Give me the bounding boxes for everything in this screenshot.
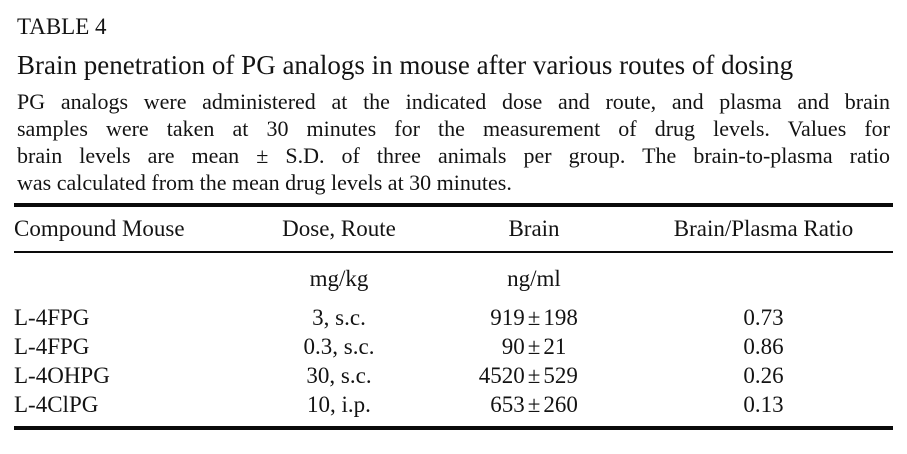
brain-sd: 198 bbox=[543, 305, 578, 330]
caption-line: PG analogs were administered at the indi… bbox=[17, 89, 890, 114]
table-caption: PG analogs were administered at the indi… bbox=[17, 88, 890, 196]
brain-mean: 90 bbox=[501, 334, 525, 359]
brain-mean: 653 bbox=[490, 392, 525, 417]
cell-brain-value: 90 ±21 bbox=[434, 332, 634, 361]
paper-table-page: TABLE 4 Brain penetration of PG analogs … bbox=[14, 14, 893, 430]
cell-brain-value: 4520 ±529 bbox=[434, 361, 634, 390]
units-brain: ng/ml bbox=[507, 266, 561, 291]
cell-ratio: 0.86 bbox=[743, 334, 784, 359]
cell-brain-value: 919 ±198 bbox=[434, 303, 634, 332]
data-table: Compound Mouse Dose, Route Brain Brain/P… bbox=[14, 203, 893, 430]
units-compound-empty bbox=[14, 252, 244, 303]
table-title: Brain penetration of PG analogs in mouse… bbox=[17, 50, 794, 80]
brain-sd: 21 bbox=[543, 334, 567, 359]
cell-brain-value: 653 ±260 bbox=[434, 390, 634, 428]
caption-line: samples were taken at 30 minutes for the… bbox=[17, 116, 890, 141]
cell-compound: L-4FPG bbox=[14, 305, 90, 330]
units-dose: mg/kg bbox=[309, 266, 369, 291]
cell-dose-route: 10, i.p. bbox=[307, 392, 371, 417]
brain-sd: 260 bbox=[543, 392, 578, 417]
table-row: L-4ClPG 10, i.p. 653 ±260 0.13 bbox=[14, 390, 893, 428]
col-header-brain-plasma-ratio: Brain/Plasma Ratio bbox=[634, 205, 893, 253]
cell-compound: L-4ClPG bbox=[14, 392, 99, 417]
cell-dose-route: 0.3, s.c. bbox=[303, 334, 375, 359]
brain-mean: 4520 bbox=[478, 363, 525, 388]
plus-minus-sign: ± bbox=[527, 392, 541, 417]
plus-minus-sign: ± bbox=[527, 334, 541, 359]
cell-compound: L-4FPG bbox=[14, 334, 90, 359]
units-row: mg/kg ng/ml bbox=[14, 252, 893, 303]
cell-dose-route: 30, s.c. bbox=[306, 363, 372, 388]
cell-ratio: 0.13 bbox=[743, 392, 784, 417]
brain-mean: 919 bbox=[490, 305, 525, 330]
cell-compound: L-4OHPG bbox=[14, 363, 110, 388]
col-header-dose-route: Dose, Route bbox=[244, 205, 434, 253]
brain-sd: 529 bbox=[543, 363, 578, 388]
table-header-row: Compound Mouse Dose, Route Brain Brain/P… bbox=[14, 205, 893, 253]
plus-minus-sign: ± bbox=[527, 305, 541, 330]
cell-ratio: 0.26 bbox=[743, 363, 784, 388]
table-row: L-4OHPG 30, s.c. 4520 ±529 0.26 bbox=[14, 361, 893, 390]
cell-ratio: 0.73 bbox=[743, 305, 784, 330]
cell-dose-route: 3, s.c. bbox=[312, 305, 366, 330]
caption-line: was calculated from the mean drug levels… bbox=[17, 170, 512, 195]
table-number-label: TABLE 4 bbox=[17, 14, 107, 39]
caption-line: brain levels are mean ± S.D. of three an… bbox=[17, 143, 890, 168]
units-ratio-empty bbox=[634, 252, 893, 303]
col-header-compound: Compound Mouse bbox=[14, 205, 244, 253]
table-row: L-4FPG 3, s.c. 919 ±198 0.73 bbox=[14, 303, 893, 332]
table-row: L-4FPG 0.3, s.c. 90 ±21 0.86 bbox=[14, 332, 893, 361]
plus-minus-sign: ± bbox=[527, 363, 541, 388]
col-header-brain: Brain bbox=[434, 205, 634, 253]
